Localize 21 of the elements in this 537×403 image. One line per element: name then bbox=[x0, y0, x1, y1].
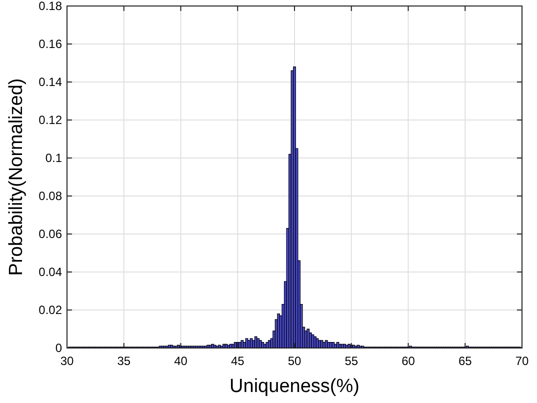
y-tick-label: 0.14 bbox=[38, 75, 62, 90]
x-tick-label: 30 bbox=[60, 354, 74, 368]
y-tick-label: 0.16 bbox=[38, 37, 62, 52]
y-tick-label: 0.06 bbox=[38, 227, 62, 242]
y-axis-title: Probability(Normalized) bbox=[6, 78, 27, 276]
x-tick-label: 35 bbox=[117, 354, 131, 368]
y-tick-label: 0.04 bbox=[38, 265, 62, 280]
y-tick-label: 0.02 bbox=[38, 303, 62, 318]
y-tick-label: 0.18 bbox=[38, 0, 62, 14]
x-tick-label: 70 bbox=[515, 354, 529, 368]
x-tick-label: 55 bbox=[344, 354, 358, 368]
x-axis-title: Uniqueness(%) bbox=[230, 376, 360, 397]
y-tick-label: 0.12 bbox=[38, 113, 62, 128]
y-tick-label: 0 bbox=[55, 341, 62, 356]
x-tick-label: 45 bbox=[230, 354, 245, 368]
y-tick-label: 0.1 bbox=[45, 151, 62, 166]
y-tick-label: 0.08 bbox=[38, 189, 62, 204]
x-tick-label: 40 bbox=[174, 354, 188, 368]
x-tick-label: 60 bbox=[402, 354, 416, 368]
x-tick-label: 50 bbox=[288, 354, 302, 368]
x-tick-label: 65 bbox=[458, 354, 472, 368]
